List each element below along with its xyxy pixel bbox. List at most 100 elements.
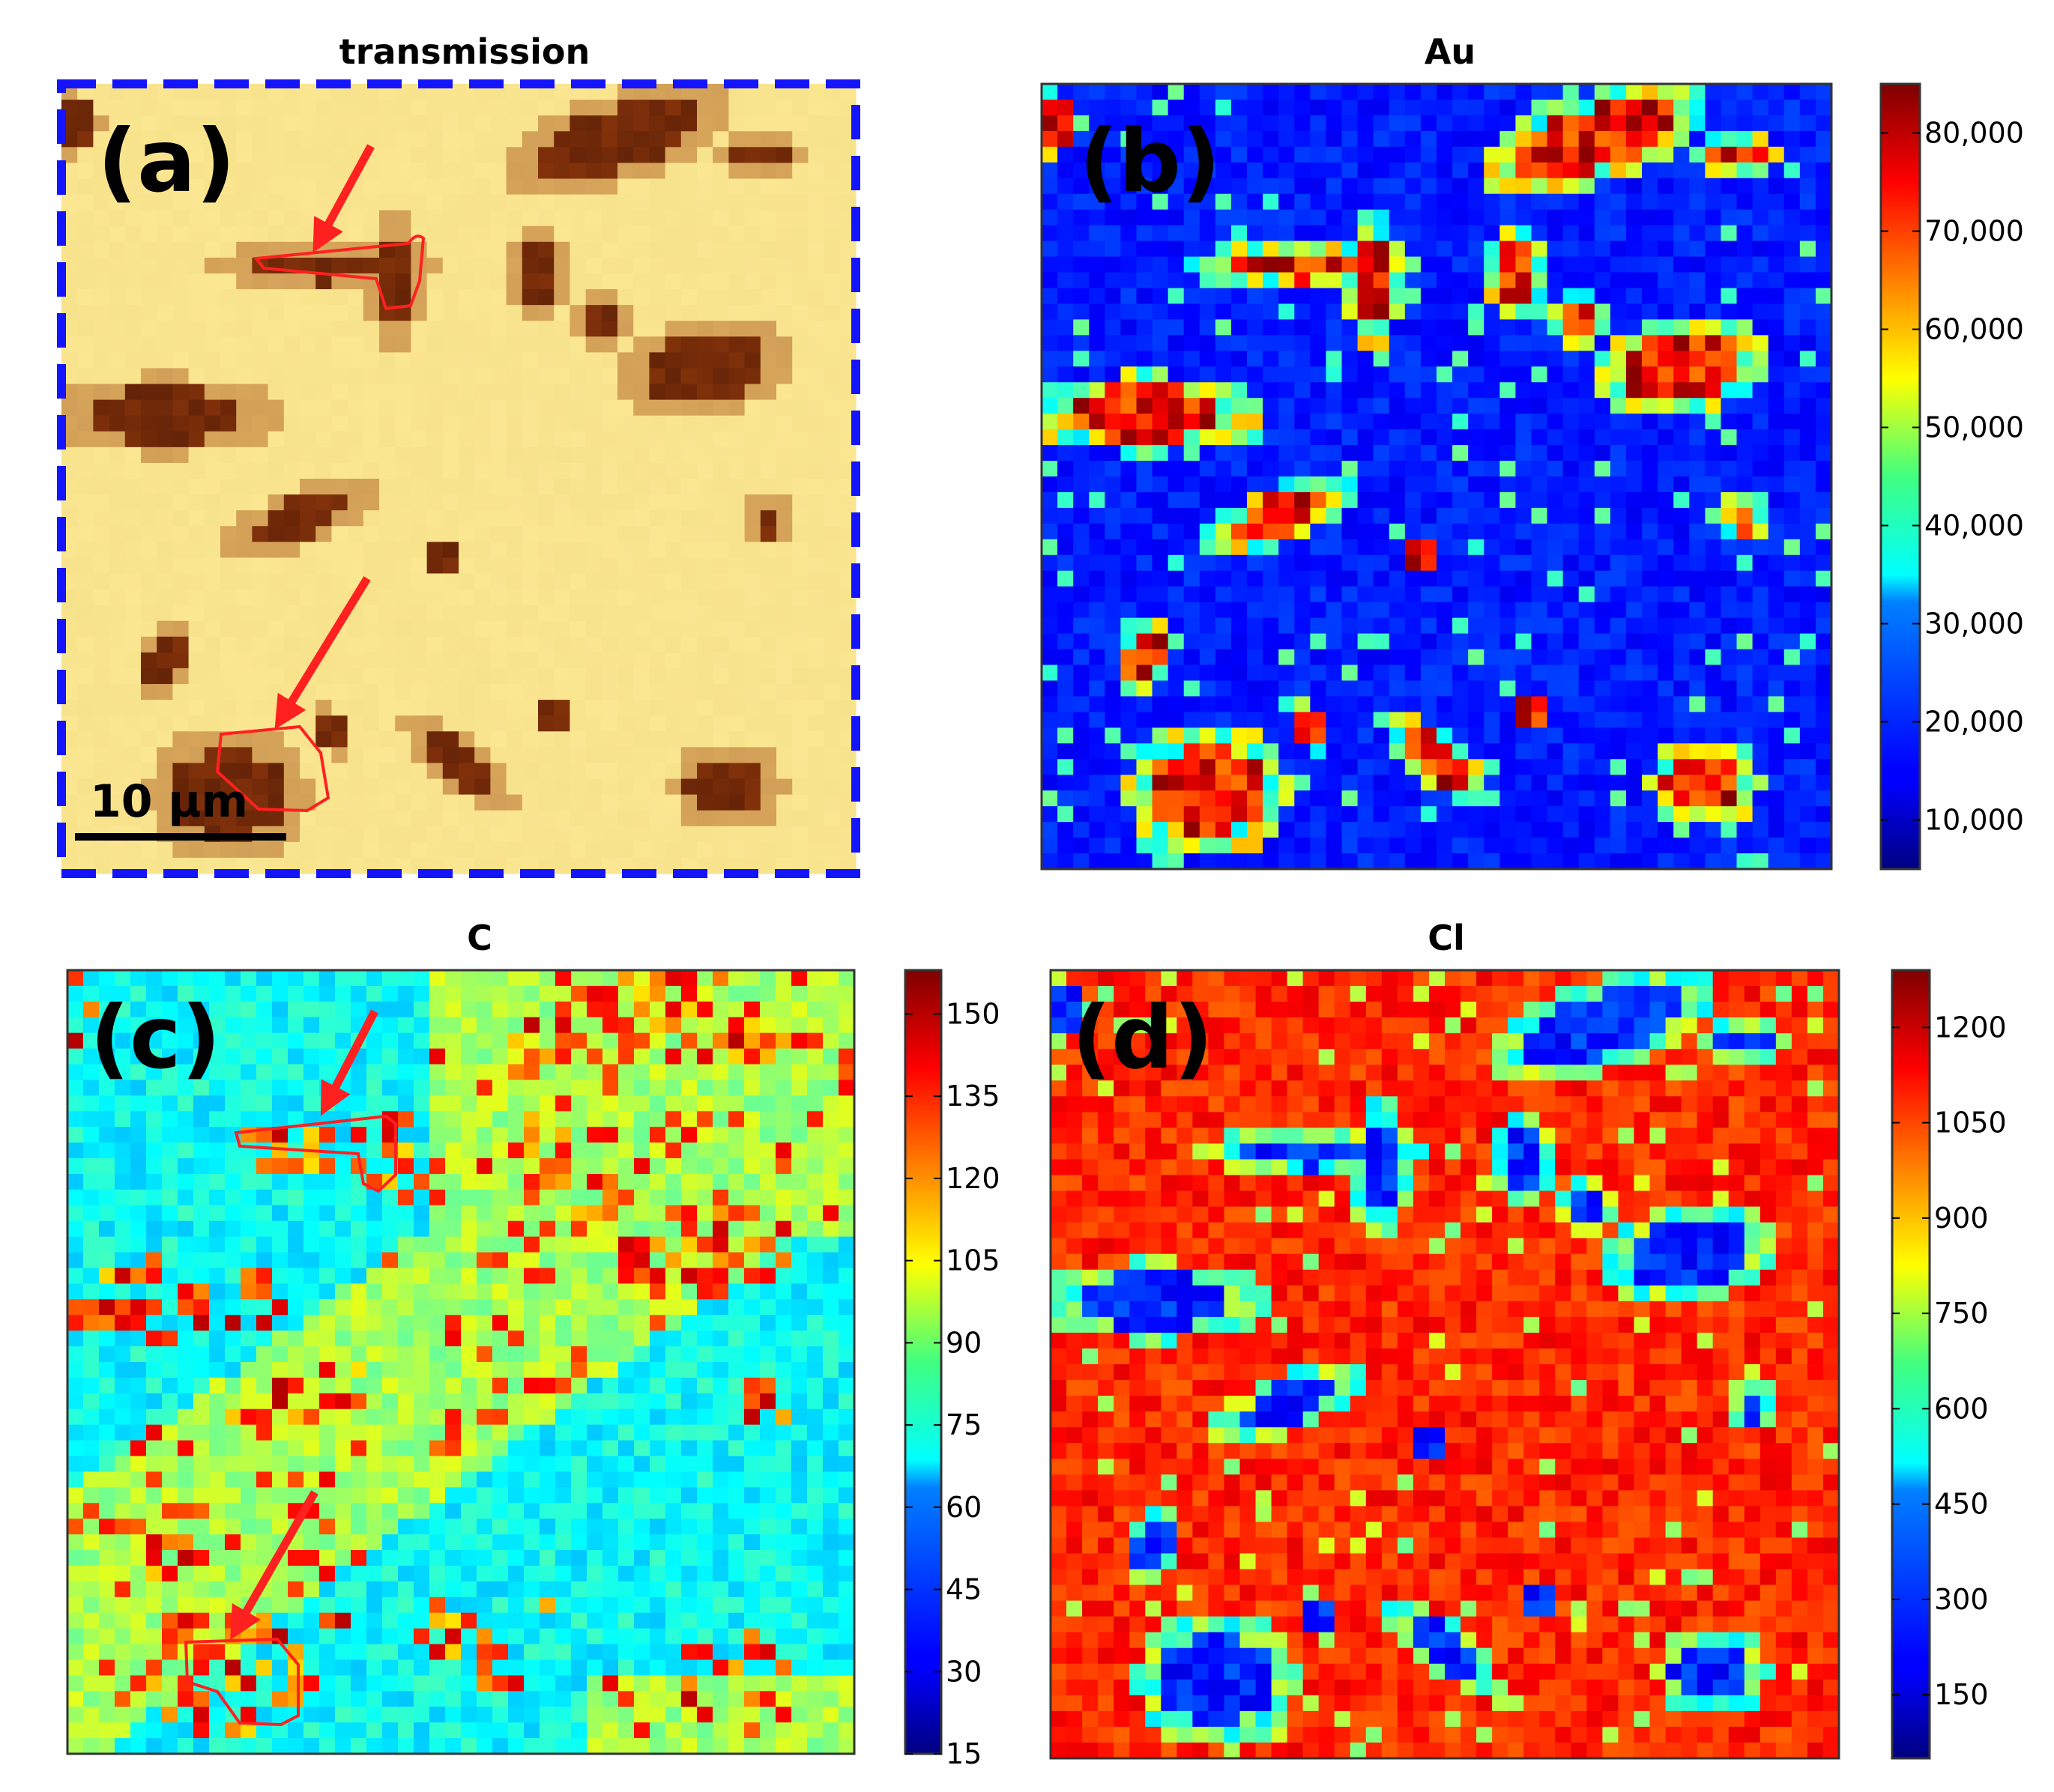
- au-pixel: [1136, 272, 1153, 289]
- transmission-pixel: [744, 273, 761, 290]
- transmission-pixel: [649, 163, 666, 180]
- transmission-pixel: [538, 447, 555, 464]
- au-pixel: [1437, 303, 1453, 320]
- transmission-pixel: [633, 700, 650, 716]
- au-pixel: [1610, 476, 1627, 493]
- au-pixel: [1120, 633, 1138, 650]
- au-pixel: [1310, 696, 1327, 712]
- transmission-pixel: [77, 700, 94, 716]
- au-pixel: [1057, 838, 1074, 854]
- transmission-pixel: [713, 526, 729, 542]
- transmission-pixel: [459, 241, 475, 258]
- au-pixel: [1437, 727, 1453, 744]
- au-pixel: [1594, 162, 1611, 179]
- au-pixel: [1594, 319, 1611, 336]
- au-pixel: [1658, 162, 1674, 179]
- au-pixel: [1136, 162, 1153, 179]
- au-pixel: [1073, 445, 1090, 461]
- transmission-pixel: [188, 194, 205, 211]
- transmission-pixel: [665, 747, 682, 764]
- transmission-pixel: [411, 115, 428, 132]
- transmission-pixel: [649, 384, 666, 401]
- au-pixel: [1278, 570, 1295, 587]
- au-pixel: [1578, 429, 1595, 446]
- au-pixel: [1152, 853, 1169, 870]
- transmission-pixel: [713, 321, 729, 337]
- au-pixel: [1799, 115, 1816, 132]
- transmission-pixel: [744, 178, 761, 196]
- transmission-pixel: [141, 636, 157, 653]
- transmission-pixel: [665, 368, 682, 385]
- transmission-pixel: [379, 399, 396, 417]
- au-pixel: [1294, 115, 1311, 132]
- transmission-pixel: [188, 557, 205, 575]
- au-pixel: [1357, 491, 1374, 509]
- au-pixel: [1531, 476, 1548, 493]
- au-pixel: [1783, 491, 1801, 509]
- transmission-pixel: [331, 557, 348, 575]
- transmission-pixel: [824, 652, 841, 669]
- au-pixel: [1736, 382, 1754, 399]
- au-pixel: [1263, 256, 1279, 273]
- transmission-pixel: [617, 668, 634, 685]
- au-pixel: [1420, 586, 1437, 603]
- transmission-pixel: [713, 384, 729, 401]
- transmission-pixel: [538, 368, 555, 385]
- transmission-pixel: [522, 715, 539, 732]
- au-pixel: [1625, 461, 1643, 477]
- au-pixel: [1721, 429, 1738, 446]
- transmission-pixel: [172, 605, 190, 622]
- transmission-pixel: [728, 321, 746, 337]
- au-pixel: [1183, 130, 1200, 148]
- au-pixel: [1578, 680, 1595, 697]
- transmission-pixel: [554, 241, 570, 258]
- au-pixel: [1057, 319, 1074, 336]
- transmission-pixel: [204, 321, 221, 337]
- transmission-pixel: [93, 289, 110, 306]
- au-pixel: [1547, 382, 1564, 399]
- au-pixel: [1768, 743, 1785, 760]
- au-pixel: [1625, 838, 1643, 854]
- au-pixel: [1310, 806, 1327, 823]
- au-pixel: [1089, 162, 1105, 179]
- au-pixel: [1783, 366, 1801, 383]
- au-pixel: [1468, 256, 1484, 273]
- transmission-pixel: [474, 415, 491, 432]
- transmission-pixel: [411, 573, 428, 590]
- au-pixel: [1215, 665, 1232, 682]
- transmission-pixel: [157, 384, 173, 401]
- transmission-pixel: [141, 336, 157, 353]
- transmission-pixel: [252, 605, 269, 622]
- au-pixel: [1341, 633, 1359, 650]
- au-pixel: [1625, 130, 1643, 148]
- transmission-pixel: [713, 747, 729, 764]
- transmission-pixel: [188, 225, 205, 243]
- au-pixel: [1642, 414, 1658, 430]
- au-pixel: [1736, 256, 1754, 273]
- transmission-pixel: [268, 178, 285, 196]
- au-pixel: [1736, 429, 1754, 446]
- transmission-pixel: [601, 573, 618, 590]
- transmission-pixel: [776, 731, 793, 748]
- au-pixel: [1815, 790, 1832, 807]
- au-pixel: [1625, 84, 1643, 100]
- au-pixel: [1752, 570, 1769, 587]
- transmission-pixel: [649, 273, 666, 290]
- transmission-pixel: [141, 557, 157, 575]
- transmission-pixel: [363, 763, 380, 780]
- au-pixel: [1230, 712, 1248, 728]
- au-pixel: [1768, 759, 1785, 775]
- au-pixel: [1042, 712, 1058, 728]
- transmission-pixel: [585, 273, 602, 290]
- au-pixel: [1610, 115, 1627, 132]
- transmission-pixel: [459, 305, 475, 321]
- transmission-pixel: [426, 431, 444, 448]
- au-pixel: [1341, 743, 1359, 760]
- transmission-pixel: [713, 510, 729, 527]
- au-pixel: [1326, 445, 1343, 461]
- au-pixel: [1341, 335, 1359, 351]
- transmission-pixel: [124, 526, 142, 542]
- au-pixel: [1736, 162, 1754, 179]
- au-pixel: [1547, 335, 1564, 351]
- au-pixel: [1736, 727, 1754, 744]
